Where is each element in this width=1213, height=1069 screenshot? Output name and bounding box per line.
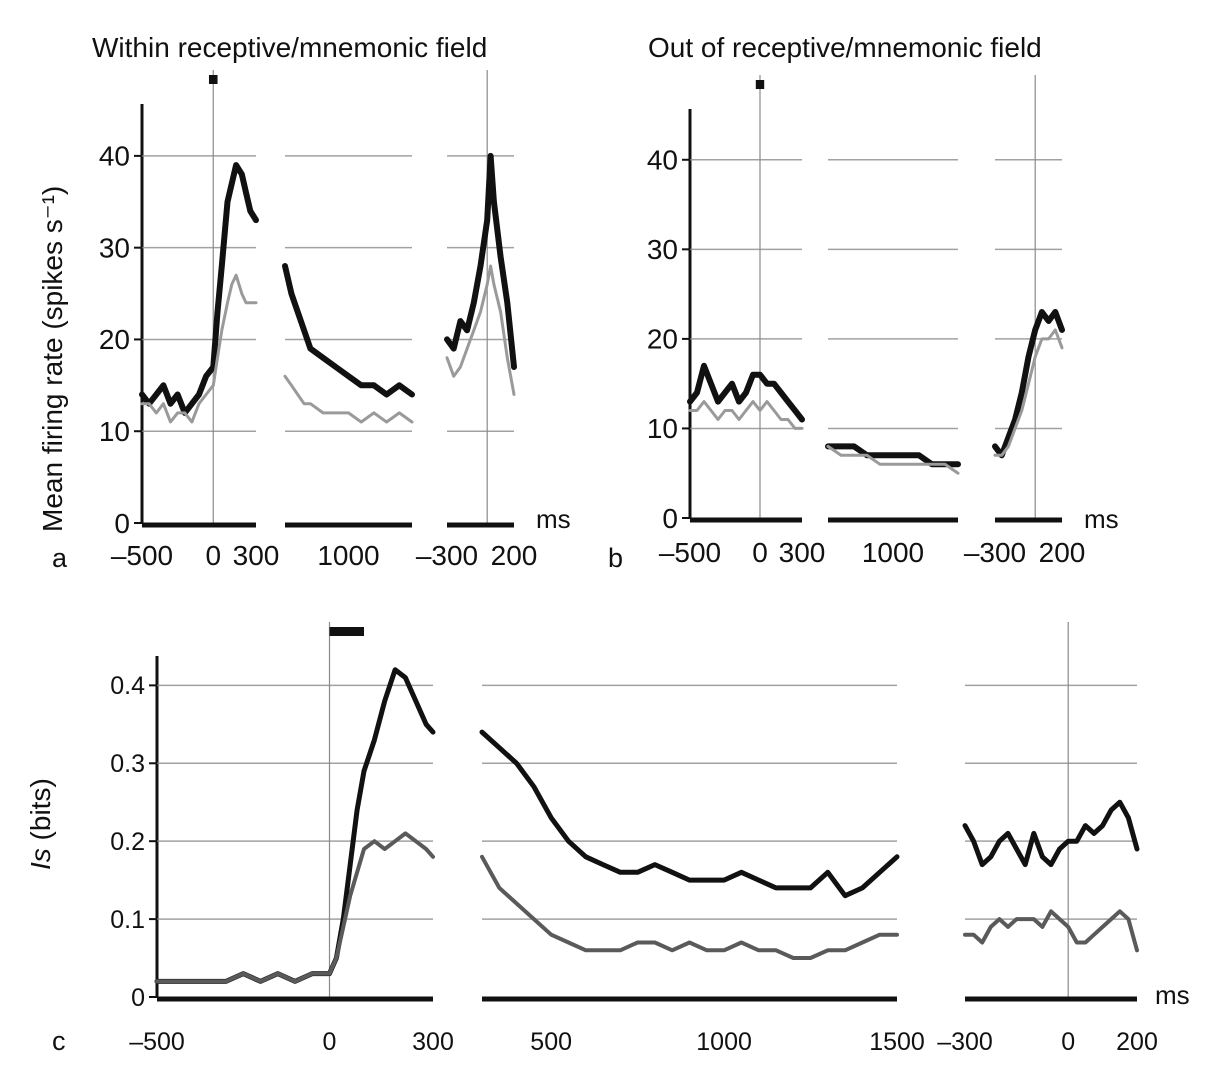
x-unit-label-b: ms (1084, 504, 1119, 534)
series-line-dark (479, 729, 900, 899)
series-line-light (445, 264, 516, 396)
x-unit-label-c: ms (1155, 980, 1190, 1010)
x-tick-label: 1500 (869, 1028, 925, 1056)
x-tick-label: 500 (530, 1028, 572, 1056)
y-tick-label: 40 (647, 145, 678, 176)
y-tick-label: 0 (662, 503, 678, 534)
y-tick-label: 0.3 (110, 750, 145, 778)
series-line-light (140, 273, 258, 424)
series-line-mid (480, 854, 899, 960)
series-line-mid (963, 909, 1139, 953)
y-tick-label: 0.1 (110, 906, 145, 934)
x-tick-label: –500 (659, 537, 721, 568)
y-tick-label: 10 (99, 416, 130, 447)
stimulus-marker (329, 627, 364, 636)
segment-a-1: –500 0 300 (111, 70, 280, 571)
x-unit-label-a: ms (536, 504, 571, 534)
series-line-dark (282, 263, 415, 398)
y-tick-label: 40 (99, 141, 130, 172)
x-tick-label: –500 (129, 1028, 185, 1056)
series-line-dark (992, 309, 1065, 459)
series-line-light (826, 444, 960, 475)
x-tick-label: 0 (1061, 1028, 1075, 1056)
stimulus-marker (755, 80, 765, 89)
segment-b-1: –500 0 300 (659, 75, 826, 568)
x-tick-label: –300 (964, 537, 1026, 568)
chart-panel-c: 0 0.1 0.2 0.3 0.4 –500 0 300 500 1000 1500 –300 0 200 (110, 622, 1158, 1056)
y-tick-label: 20 (647, 324, 678, 355)
x-tick-label: 1000 (696, 1028, 752, 1056)
series-line-dark (139, 162, 259, 416)
panel-a-title: Within receptive/mnemonic field (92, 32, 487, 63)
y-tick-label: 0 (114, 508, 130, 539)
y-tick-label: 30 (99, 232, 130, 263)
y-tick-label: 30 (647, 234, 678, 265)
x-tick-label: –300 (937, 1028, 993, 1056)
x-tick-label: 0 (752, 537, 768, 568)
series-line-dark (154, 667, 436, 984)
segment-c-1: –500 0 300 (129, 622, 454, 1056)
series-line-light (283, 374, 414, 424)
x-tick-label: 300 (233, 540, 280, 571)
series-line-dark (444, 152, 517, 370)
panel-label-c: c (52, 1026, 66, 1056)
panel-b-title: Out of receptive/mnemonic field (648, 32, 1042, 63)
series-line-mid (155, 831, 435, 984)
x-tick-label: –500 (111, 540, 173, 571)
y-axis-label-firing-rate: Mean firing rate (spikes s⁻¹) (37, 186, 68, 532)
y-tick-label: 0.2 (110, 828, 145, 856)
segment-c-2: 500 1000 1500 (479, 684, 925, 1056)
x-tick-label: 0 (205, 540, 221, 571)
x-tick-label: 200 (491, 540, 538, 571)
x-tick-label: 300 (412, 1028, 454, 1056)
x-tick-label: 0 (323, 1028, 337, 1056)
series-line-light (993, 328, 1064, 457)
y-tick-label: 10 (647, 413, 678, 444)
segment-a-2: 1000 (282, 155, 415, 571)
segment-b-2: 1000 (825, 159, 961, 568)
segment-b-3: –300 200 (964, 75, 1086, 568)
x-tick-label: 200 (1039, 537, 1086, 568)
x-tick-label: 300 (779, 537, 826, 568)
segment-a-3: –300 200 (416, 70, 538, 571)
series-line-dark (687, 362, 805, 423)
x-tick-label: 200 (1116, 1028, 1158, 1056)
panel-label-b: b (608, 543, 623, 573)
y-axis-label-is: Is (bits) (25, 778, 56, 870)
y-tick-label: 0.4 (110, 672, 145, 700)
x-tick-label: 1000 (862, 537, 924, 568)
series-line-light (688, 400, 804, 430)
x-tick-label: –300 (416, 540, 478, 571)
y-tick-label: 20 (99, 324, 130, 355)
segment-c-3: –300 0 200 (937, 622, 1158, 1056)
stimulus-marker (208, 75, 218, 84)
y-tick-label: 0 (131, 984, 145, 1012)
x-tick-label: 1000 (317, 540, 379, 571)
panel-label-a: a (52, 543, 68, 573)
series-line-dark (962, 799, 1140, 868)
